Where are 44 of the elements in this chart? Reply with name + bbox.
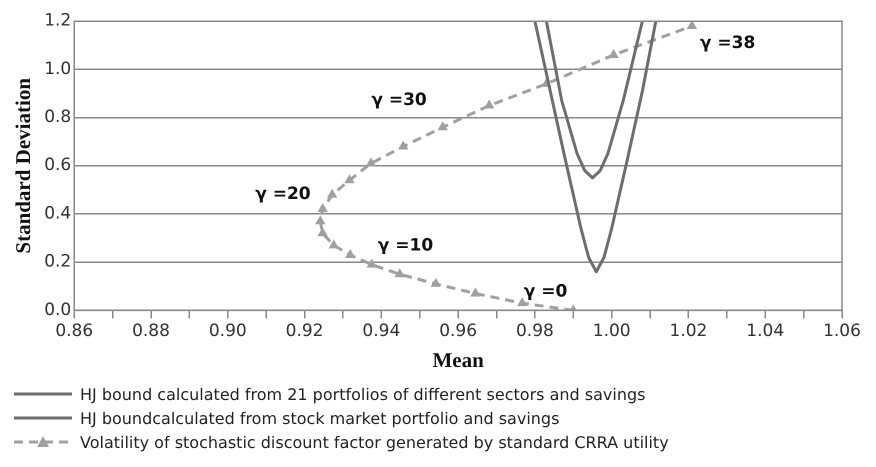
point [366,258,377,268]
x-tick-label: 0.98 [516,321,554,342]
annotation: γ =38 [700,32,756,53]
x-tick-label: 0.86 [55,321,94,342]
point [394,268,405,278]
point [317,227,328,236]
x-tick-label: 0.96 [439,321,478,342]
y-tick-label: 1.2 [44,10,72,31]
y-tick-label: 1.0 [44,58,72,79]
annotation: γ =0 [524,281,568,302]
x-axis-title: Mean [432,348,484,372]
legend-label: Volatility of stochastic discount factor generated by standard CRRA utility [80,432,669,452]
point [438,121,448,130]
point [484,100,494,109]
x-tick-label: 1.06 [823,321,861,342]
point [345,248,356,258]
x-tick-label: 1.00 [592,321,631,342]
x-tick-label: 1.04 [746,321,784,342]
legend-label: HJ boundcalculated from stock market portfolio and savings [80,408,560,428]
y-tick-label: 0.0 [44,300,72,320]
point [315,215,326,224]
point [366,157,376,166]
x-tick-label: 0.88 [132,321,170,342]
y-tick-label: 0.6 [44,155,72,176]
point [686,21,698,30]
annotation: γ =20 [255,184,311,204]
annotation: γ =10 [378,236,434,256]
x-tick-label: 0.92 [286,321,324,342]
point [430,278,442,287]
point [344,174,355,184]
legend-label: HJ bound calculated from 21 portfolios of different sectors and savings [80,384,646,404]
y-axis-title: Standard Deviation [11,78,36,254]
point [328,239,339,248]
x-tick-label: 0.90 [208,321,247,342]
y-tick-label: 0.4 [44,203,72,224]
point [470,288,481,297]
annotation: γ =30 [371,90,427,110]
x-tick-label: 0.94 [362,321,400,342]
x-tick-label: 1.02 [670,321,708,342]
point [327,188,338,198]
point [398,140,408,150]
y-tick-label: 0.8 [44,107,72,128]
y-tick-label: 0.2 [44,252,72,272]
point [317,203,328,212]
